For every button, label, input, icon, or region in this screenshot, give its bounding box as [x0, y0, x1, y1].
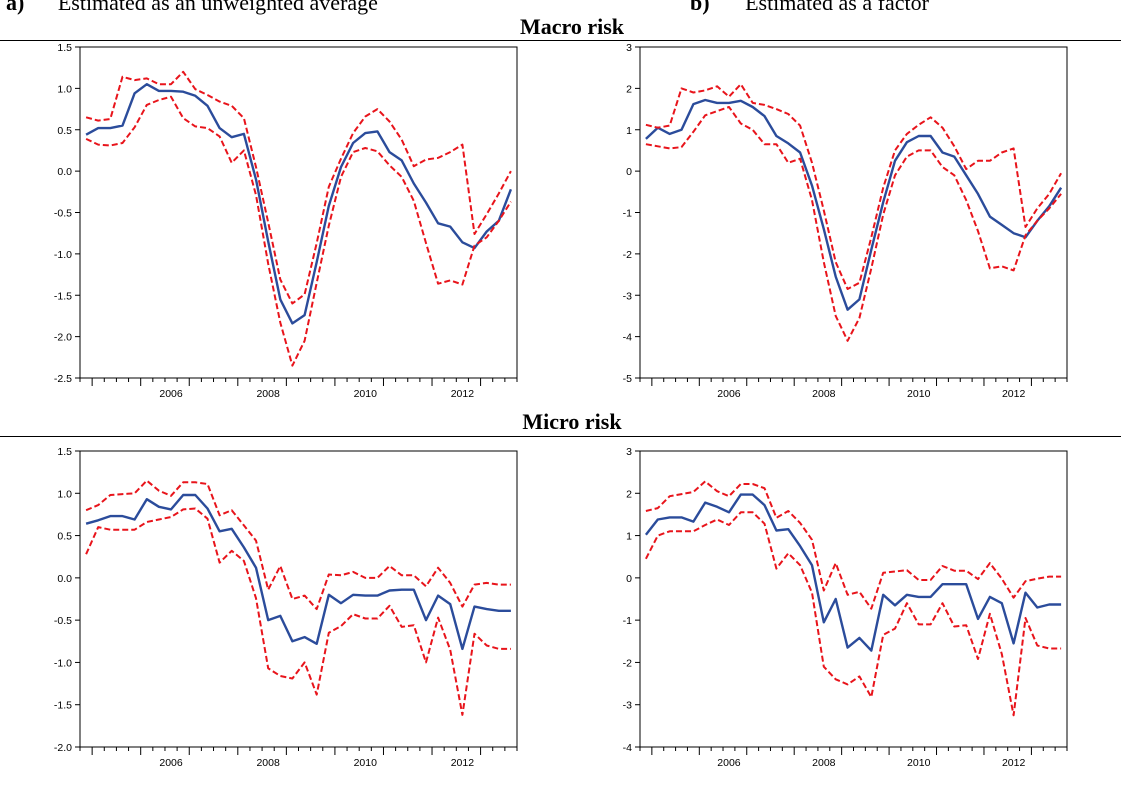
y-tick-label: 0.5: [57, 125, 72, 137]
y-tick-label: -0.5: [54, 208, 72, 220]
series-line-estimate: [645, 98, 1063, 311]
x-tick-label: 2010: [354, 388, 378, 400]
y-tick-label: -3: [623, 700, 632, 712]
y-tick-label: 1.5: [57, 42, 72, 54]
y-tick-label: -1: [623, 615, 632, 627]
series-line-estimate: [85, 82, 513, 325]
y-tick-label: 0: [626, 166, 632, 178]
x-tick-label: 2006: [159, 388, 183, 400]
y-tick-label: -1: [623, 208, 632, 220]
x-tick-label: 2012: [1002, 388, 1026, 400]
plot-frame: [79, 46, 518, 379]
x-tick-label: 2006: [159, 757, 183, 769]
section-title-micro: Micro risk: [522, 409, 622, 434]
y-tick-label: -2: [623, 657, 632, 669]
series-line-lower: [85, 95, 512, 367]
x-tick-label: 2006: [717, 388, 741, 400]
section-title-macro: Macro risk: [519, 14, 625, 39]
x-tick-label: 2006: [717, 757, 741, 769]
y-tick-label: 0.0: [57, 573, 72, 585]
x-tick-label: 2008: [256, 757, 280, 769]
y-tick-label: -2: [623, 249, 632, 261]
y-tick-label: -3: [623, 290, 632, 302]
y-tick-label: -5: [623, 373, 632, 385]
y-tick-label: 2: [626, 488, 632, 500]
y-tick-label: -4: [623, 332, 632, 344]
y-tick-label: -4: [623, 742, 632, 754]
y-tick-label: 3: [626, 446, 632, 458]
series-line-lower: [645, 511, 1062, 717]
series-line-estimate: [644, 493, 1062, 652]
plot-frame: [79, 450, 518, 748]
series-line-lower: [645, 106, 1062, 342]
panel-a-marker: a): [6, 0, 25, 15]
series-line-lower: [85, 507, 511, 716]
series-line-upper: [645, 83, 1062, 290]
panel-b-title: Estimated as a factor: [745, 0, 929, 15]
x-tick-label: 2008: [812, 757, 836, 769]
y-tick-label: 0: [626, 573, 632, 585]
y-tick-label: 1.0: [57, 488, 72, 500]
y-tick-label: -1.0: [54, 249, 72, 261]
y-tick-label: -0.5: [54, 615, 72, 627]
y-tick-label: 0.5: [57, 531, 72, 543]
y-tick-label: 2: [626, 83, 632, 95]
x-tick-label: 2010: [907, 388, 931, 400]
y-tick-label: -2.5: [54, 373, 72, 385]
panel-b-marker: b): [690, 0, 710, 15]
x-tick-label: 2008: [256, 388, 280, 400]
y-tick-label: 1: [626, 125, 632, 137]
y-tick-label: 0.0: [57, 166, 72, 178]
y-tick-label: -2.0: [54, 742, 72, 754]
series-line-upper: [645, 480, 1062, 610]
series-line-estimate: [85, 493, 511, 651]
series-line-upper: [85, 70, 512, 305]
plot-frame: [639, 450, 1068, 748]
y-tick-label: 1.0: [57, 83, 72, 95]
y-tick-label: 3: [626, 42, 632, 54]
y-tick-label: -1.5: [54, 290, 72, 302]
section-rule-macro: [0, 40, 1121, 41]
x-tick-label: 2012: [451, 388, 475, 400]
x-tick-label: 2010: [907, 757, 931, 769]
plot-frame: [639, 46, 1068, 379]
section-rule-micro: [0, 436, 1121, 437]
x-tick-label: 2012: [451, 757, 475, 769]
panel-a-title: Estimated as an unweighted average: [57, 0, 378, 15]
y-tick-label: 1: [626, 531, 632, 543]
y-tick-label: -1.5: [54, 700, 72, 712]
y-tick-label: -2.0: [54, 332, 72, 344]
y-tick-label: 1.5: [57, 446, 72, 458]
x-tick-label: 2012: [1002, 757, 1026, 769]
x-tick-label: 2008: [812, 388, 836, 400]
panel-a-header: a) Estimated as an unweighted average: [6, 0, 378, 16]
y-tick-label: -1.0: [54, 657, 72, 669]
x-tick-label: 2010: [354, 757, 378, 769]
panel-b-header: b) Estimated as a factor: [690, 0, 929, 16]
series-line-upper: [85, 479, 511, 611]
